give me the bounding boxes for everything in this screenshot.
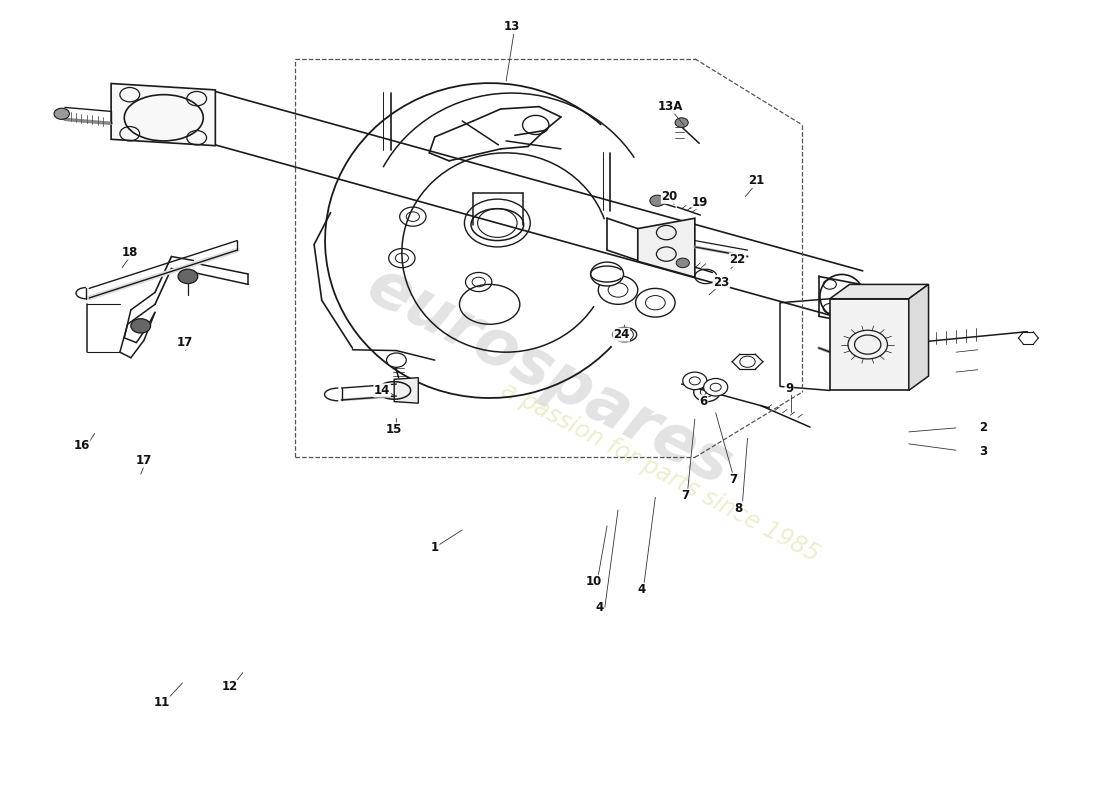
Text: 12: 12	[221, 681, 238, 694]
Text: 9: 9	[785, 382, 793, 394]
Text: 17: 17	[136, 454, 152, 467]
Circle shape	[591, 262, 624, 286]
Circle shape	[131, 318, 151, 333]
Text: 2: 2	[979, 422, 988, 434]
Text: 19: 19	[692, 196, 708, 209]
Text: 3: 3	[979, 446, 988, 458]
Text: 15: 15	[386, 423, 403, 436]
Text: 1: 1	[431, 541, 439, 554]
Circle shape	[178, 270, 198, 284]
Text: 4: 4	[637, 583, 646, 596]
Text: 18: 18	[122, 246, 138, 259]
Polygon shape	[638, 218, 695, 278]
Circle shape	[608, 283, 628, 297]
Text: 20: 20	[661, 190, 678, 203]
Circle shape	[54, 108, 69, 119]
Circle shape	[675, 118, 689, 127]
Polygon shape	[394, 378, 418, 403]
Text: 11: 11	[154, 697, 169, 710]
Text: 24: 24	[613, 328, 629, 341]
Text: 21: 21	[748, 174, 764, 187]
Circle shape	[676, 258, 690, 268]
Circle shape	[636, 288, 675, 317]
Text: 13: 13	[504, 21, 519, 34]
Text: 16: 16	[74, 439, 90, 452]
Text: 23: 23	[713, 275, 729, 289]
Polygon shape	[909, 285, 928, 390]
Text: 4: 4	[595, 601, 604, 614]
Circle shape	[646, 295, 666, 310]
Text: 7: 7	[729, 474, 737, 486]
Text: 7: 7	[681, 489, 689, 502]
Circle shape	[704, 378, 728, 396]
Circle shape	[711, 383, 722, 391]
Polygon shape	[111, 83, 216, 146]
Circle shape	[690, 377, 701, 385]
Text: 6: 6	[700, 395, 707, 408]
Text: 8: 8	[735, 502, 743, 515]
Circle shape	[598, 276, 638, 304]
Text: 13A: 13A	[658, 100, 683, 113]
Text: 14: 14	[374, 384, 390, 397]
Text: 10: 10	[586, 575, 602, 588]
Text: 17: 17	[176, 336, 192, 349]
Circle shape	[683, 372, 707, 390]
Polygon shape	[829, 298, 909, 390]
Text: 22: 22	[729, 253, 746, 266]
Text: a passion for parts since 1985: a passion for parts since 1985	[496, 378, 823, 566]
Polygon shape	[829, 285, 928, 298]
Circle shape	[650, 195, 666, 206]
Text: eurospares: eurospares	[358, 254, 742, 498]
Circle shape	[386, 353, 406, 367]
